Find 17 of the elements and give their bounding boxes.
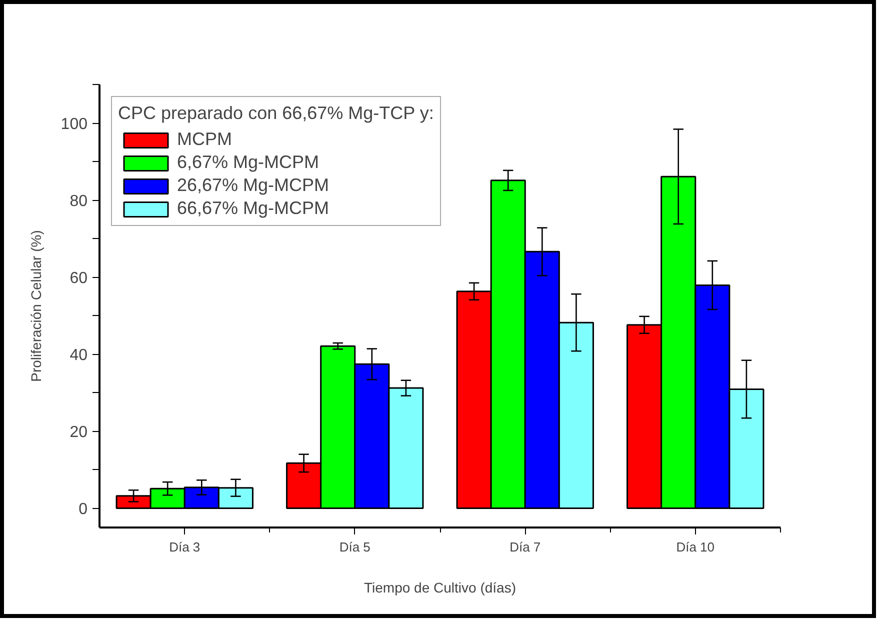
- y-tick-label: 80: [70, 193, 88, 210]
- x-tick-label: Día 7: [510, 540, 541, 554]
- legend-label: MCPM: [177, 129, 232, 150]
- y-tick-label: 20: [70, 424, 88, 442]
- legend-label: 66,67% Mg-MCPM: [177, 198, 330, 219]
- x-tick-label: Día 5: [339, 540, 370, 554]
- x-tick-label: Día 3: [169, 540, 200, 554]
- y-axis-title: Proliferación Celular (%): [28, 230, 44, 382]
- legend-label: 6,67% Mg-MCPM: [177, 152, 320, 173]
- x-tick-label: Día 10: [676, 540, 715, 554]
- y-tick-label: 0: [78, 501, 88, 518]
- y-tick-label: 60: [70, 270, 88, 288]
- y-tick-label: 40: [70, 347, 88, 364]
- x-axis-title: Tiempo de Cultivo (días): [364, 580, 516, 596]
- legend-label: 26,67% Mg-MCPM: [177, 175, 330, 196]
- legend-title: CPC preparado con 66,67% Mg-TCP y:: [118, 103, 434, 124]
- y-tick-label: 100: [60, 116, 88, 134]
